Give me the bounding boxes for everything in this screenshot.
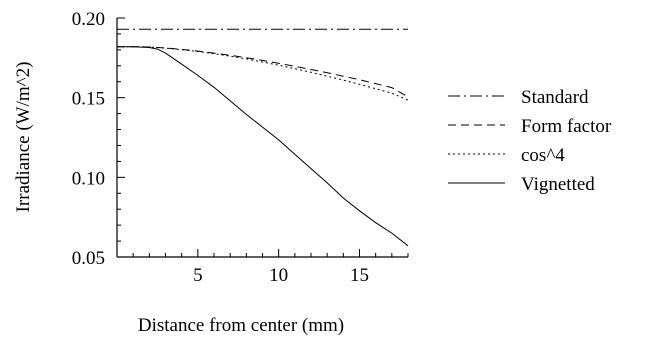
x-tick-label: 5 — [193, 265, 203, 286]
x-axis-title: Distance from center (mm) — [138, 315, 344, 336]
series-line-vignetted — [117, 46, 409, 247]
legend-label: Form factor — [521, 116, 612, 137]
y-axis-ticks: 0.05 0.10 0.15 0.20 — [72, 9, 125, 269]
y-tick-label: 0.20 — [72, 9, 105, 30]
y-axis-title: Irradiance (W/m^2) — [13, 62, 34, 213]
legend: Standard Form factor cos^4 Vignetted — [448, 87, 612, 195]
legend-label: Vignetted — [521, 174, 595, 195]
x-axis-ticks: 5 10 15 — [132, 249, 409, 286]
y-tick-label: 0.05 — [72, 248, 105, 269]
series-layer — [117, 28, 409, 247]
x-tick-label: 15 — [350, 265, 369, 286]
legend-label: Standard — [521, 87, 589, 108]
series-line-form-factor — [117, 46, 409, 98]
legend-label: cos^4 — [521, 145, 565, 166]
y-tick-label: 0.15 — [72, 89, 105, 110]
series-line-cos-4 — [117, 46, 409, 101]
y-tick-label: 0.10 — [72, 168, 105, 189]
x-tick-label: 10 — [269, 265, 288, 286]
plot-frame — [116, 18, 408, 258]
